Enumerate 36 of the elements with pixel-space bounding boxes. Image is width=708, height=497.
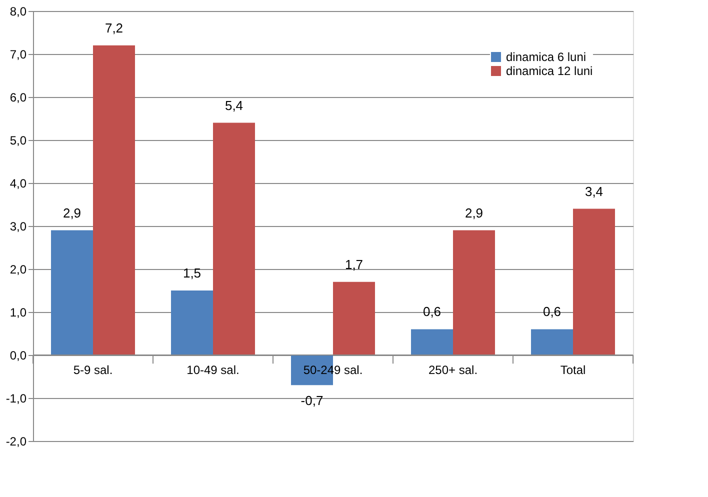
y-tick-label: -1,0: [6, 392, 27, 406]
data-label: 0,6: [422, 304, 442, 320]
bar: [453, 230, 495, 355]
data-label: 0,6: [542, 304, 562, 320]
data-label: 2,9: [62, 205, 82, 220]
bar: [171, 290, 213, 355]
legend-label: dinamica 6 luni: [506, 50, 586, 64]
bar: [213, 122, 255, 355]
bar: [93, 45, 135, 355]
data-label: 3,4: [584, 184, 604, 199]
y-tick-label: 4,0: [10, 176, 27, 190]
x-tick-label: Total: [560, 363, 586, 377]
x-tick-label: 250+ sal.: [428, 363, 478, 377]
y-tick-label: 8,0: [10, 4, 27, 18]
y-tick-label: 2,0: [10, 262, 27, 276]
data-label: 7,2: [104, 20, 124, 36]
y-tick-label: 7,0: [10, 48, 27, 62]
data-label: 2,9: [464, 205, 484, 220]
bar: [333, 282, 375, 355]
legend-label: dinamica 12 luni: [506, 64, 593, 78]
data-label: 1,5: [182, 266, 202, 280]
y-tick-label: 5,0: [10, 134, 27, 148]
bar: [51, 230, 93, 355]
x-tick-label: 10-49 sal.: [186, 363, 240, 377]
y-tick-label: 0,0: [10, 348, 27, 362]
data-label: 1,7: [344, 256, 364, 272]
bar: [573, 208, 615, 355]
data-label: -0,7: [300, 393, 324, 408]
y-tick-label: 1,0: [10, 306, 27, 320]
y-tick-label: 6,0: [10, 90, 27, 104]
y-tick-label: -2,0: [6, 434, 27, 448]
data-label: 5,4: [224, 98, 244, 113]
bar: [531, 329, 573, 355]
bar: [411, 329, 453, 355]
x-tick-label: 5-9 sal.: [73, 363, 113, 377]
y-tick-label: 3,0: [10, 220, 27, 234]
